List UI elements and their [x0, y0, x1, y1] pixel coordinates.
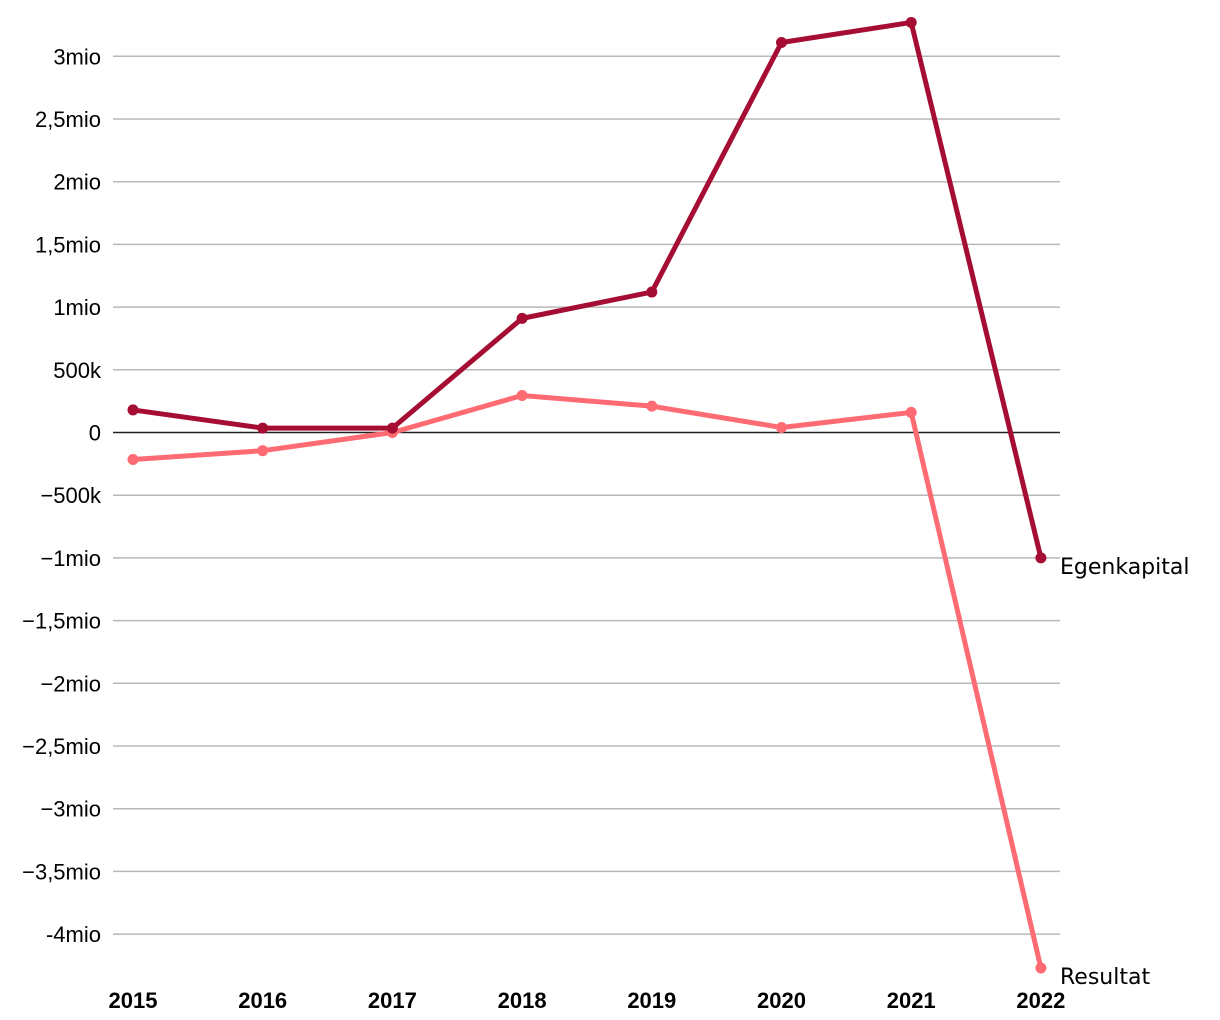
y-tick-label: −2mio: [40, 671, 101, 696]
data-point: [905, 16, 917, 28]
data-point: [905, 406, 917, 418]
data-point: [386, 422, 398, 434]
series-line: [130, 19, 1044, 561]
series-resultat: [127, 390, 1047, 974]
y-tick-label: 1,5mio: [35, 232, 101, 257]
y-tick-label: −3mio: [40, 797, 101, 822]
data-point: [257, 445, 269, 457]
data-point: [646, 400, 658, 412]
x-tick-label: 2020: [757, 988, 806, 1013]
data-point: [776, 37, 787, 49]
x-tick-label: 2019: [627, 988, 676, 1013]
y-tick-label: −2,5mio: [22, 734, 101, 759]
x-tick-label: 2021: [887, 988, 936, 1013]
x-tick-label: 2017: [368, 988, 417, 1013]
series-end-labels: Egenkapital Resultat: [1060, 555, 1189, 990]
data-point: [127, 404, 139, 416]
series-line: [130, 393, 1044, 971]
x-tick-label: 2022: [1016, 988, 1065, 1013]
data-point: [646, 286, 658, 298]
x-tick-label: 2016: [238, 988, 287, 1013]
y-tick-label: 2mio: [53, 170, 101, 195]
data-point: [776, 421, 787, 433]
data-point: [257, 422, 269, 434]
y-tick-label: 3mio: [53, 44, 101, 69]
y-tick-label: −1mio: [40, 546, 101, 571]
y-tick-label: 2,5mio: [35, 107, 101, 132]
series-layer: [127, 16, 1047, 974]
data-point: [127, 453, 139, 465]
y-axis-tick-labels: 3mio 2,5mio 2mio 1,5mio 1mio 500k 0 −500k −1mio −…: [22, 44, 102, 947]
data-point: [516, 390, 528, 402]
y-tick-label: 500k: [53, 358, 102, 383]
y-tick-label: −3,5mio: [22, 859, 101, 884]
data-point: [516, 312, 528, 324]
x-tick-label: 2018: [498, 988, 547, 1013]
y-tick-label: −1,5mio: [22, 609, 101, 634]
y-tick-label: -4mio: [46, 922, 101, 947]
x-tick-label: 2015: [109, 988, 158, 1013]
y-tick-label: 1mio: [53, 295, 101, 320]
data-point: [1035, 962, 1047, 974]
gridlines: [113, 55, 1060, 935]
series-label-resultat: Resultat: [1060, 965, 1150, 990]
series-label-egenkapital: Egenkapital: [1060, 555, 1189, 580]
x-axis-tick-labels: 2015 2016 2017 2018 2019 2020 2021 2022: [109, 988, 1066, 1013]
y-tick-label: 0: [89, 421, 101, 446]
series-egenkapital: [127, 16, 1047, 564]
data-point: [1035, 552, 1047, 564]
y-tick-label: −500k: [40, 483, 102, 508]
